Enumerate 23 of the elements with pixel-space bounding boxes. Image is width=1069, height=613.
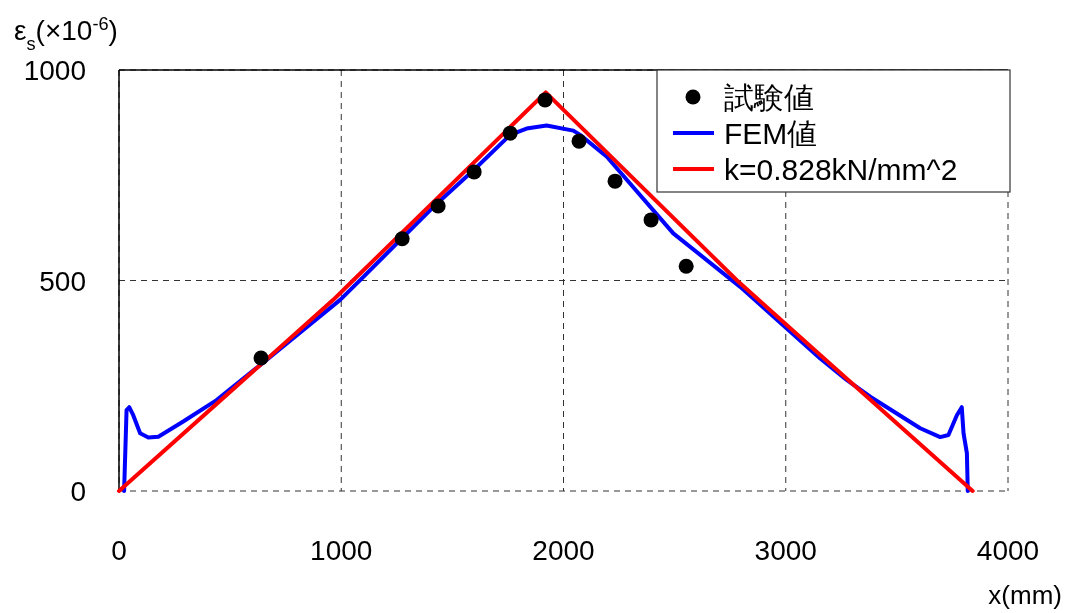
x-tick-label: 1000 <box>310 535 373 566</box>
point <box>502 125 518 141</box>
point <box>607 173 623 189</box>
point <box>430 198 446 214</box>
x-tick-label: 2000 <box>532 535 595 566</box>
point <box>466 164 482 180</box>
y-tick-label: 0 <box>70 476 86 507</box>
point <box>678 258 694 274</box>
point <box>253 350 269 366</box>
point <box>537 92 553 108</box>
point <box>394 231 410 247</box>
x-tick-label: 3000 <box>754 535 817 566</box>
legend-label: k=0.828kN/mm^2 <box>724 153 958 186</box>
point <box>571 133 587 149</box>
x-tick-label: 0 <box>111 535 127 566</box>
point <box>643 212 659 228</box>
legend-label: FEM値 <box>724 117 818 150</box>
y-tick-label: 500 <box>39 265 86 297</box>
legend-label: 試験値 <box>724 81 814 114</box>
x-axis-title: x(mm) <box>988 580 1062 610</box>
x-tick-label: 4000 <box>976 535 1040 566</box>
y-tick-label: 1000 <box>23 55 86 86</box>
y-axis-title: ε$_{s}$(×10$^{-6}$) <box>14 14 118 54</box>
